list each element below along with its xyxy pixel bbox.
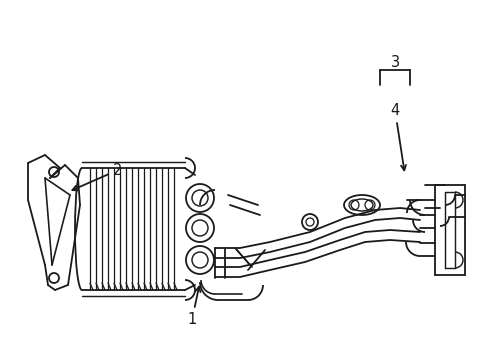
Text: 1: 1 [187,287,200,328]
Text: 3: 3 [389,54,399,69]
Text: 2: 2 [72,162,122,190]
Text: 4: 4 [389,103,405,170]
